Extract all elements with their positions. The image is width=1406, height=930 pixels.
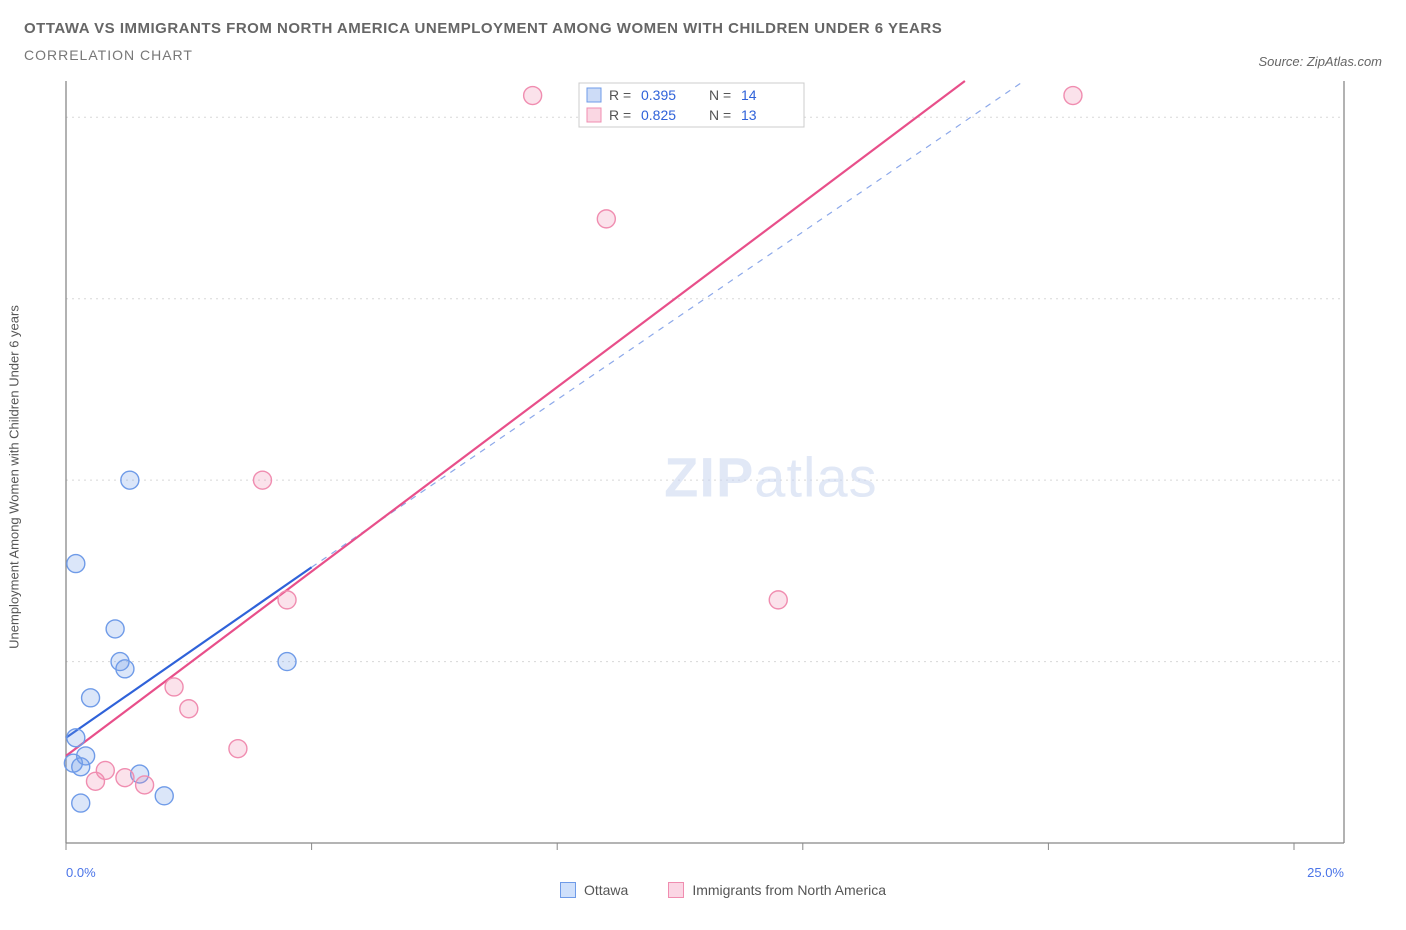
- data-point: [116, 660, 134, 678]
- x-axis-end-labels: 0.0% 25.0%: [66, 865, 1344, 880]
- data-point: [1064, 87, 1082, 105]
- data-point: [116, 769, 134, 787]
- data-point: [82, 689, 100, 707]
- chart-title-line2: CORRELATION CHART: [24, 47, 942, 63]
- legend-swatch: [668, 882, 684, 898]
- svg-text:0.395: 0.395: [641, 87, 676, 103]
- data-point: [597, 210, 615, 228]
- svg-text:N =: N =: [709, 87, 731, 103]
- svg-text:N =: N =: [709, 107, 731, 123]
- data-point: [165, 678, 183, 696]
- data-point: [278, 653, 296, 671]
- data-point: [136, 776, 154, 794]
- svg-text:R =: R =: [609, 107, 631, 123]
- svg-text:R =: R =: [609, 87, 631, 103]
- title-block: OTTAWA VS IMMIGRANTS FROM NORTH AMERICA …: [24, 20, 942, 69]
- svg-text:14: 14: [741, 87, 757, 103]
- data-point: [524, 87, 542, 105]
- source-attribution: Source: ZipAtlas.com: [1258, 54, 1382, 69]
- data-point: [72, 794, 90, 812]
- legend-label: Immigrants from North America: [692, 882, 886, 898]
- x-axis-tick-label: 0.0%: [66, 865, 96, 880]
- scatter-chart: 25.0%50.0%75.0%100.0%R =0.395N =14R =0.8…: [24, 73, 1354, 863]
- legend-label: Ottawa: [584, 882, 628, 898]
- data-point: [180, 700, 198, 718]
- y-axis-label: Unemployment Among Women with Children U…: [7, 305, 22, 649]
- svg-text:0.825: 0.825: [641, 107, 676, 123]
- data-point: [229, 740, 247, 758]
- chart-container: Unemployment Among Women with Children U…: [24, 73, 1382, 880]
- legend-swatch: [560, 882, 576, 898]
- data-point: [769, 591, 787, 609]
- chart-title-line1: OTTAWA VS IMMIGRANTS FROM NORTH AMERICA …: [24, 20, 942, 37]
- x-axis-tick-label: 25.0%: [1307, 865, 1344, 880]
- legend-item: Immigrants from North America: [668, 882, 886, 898]
- data-point: [155, 787, 173, 805]
- data-point: [64, 754, 82, 772]
- header-row: OTTAWA VS IMMIGRANTS FROM NORTH AMERICA …: [24, 20, 1382, 69]
- data-point: [96, 761, 114, 779]
- data-point: [67, 555, 85, 573]
- legend: Ottawa Immigrants from North America: [24, 882, 1382, 898]
- data-point: [278, 591, 296, 609]
- svg-text:13: 13: [741, 107, 757, 123]
- data-point: [67, 729, 85, 747]
- data-point: [106, 620, 124, 638]
- data-point: [121, 471, 139, 489]
- legend-item: Ottawa: [560, 882, 628, 898]
- data-point: [253, 471, 271, 489]
